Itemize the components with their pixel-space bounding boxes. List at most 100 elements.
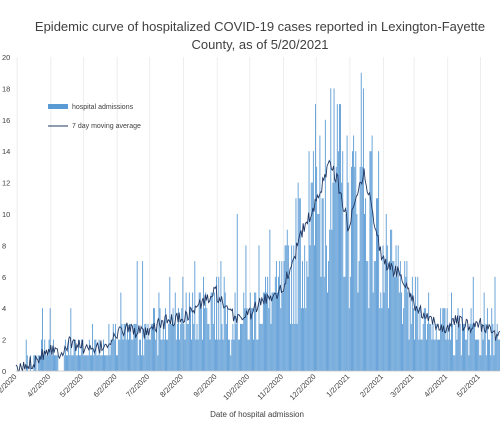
bar xyxy=(267,276,269,371)
bar xyxy=(417,276,419,371)
bar xyxy=(47,355,49,371)
bar xyxy=(471,323,473,371)
y-tick-label: 4 xyxy=(2,304,6,313)
bar xyxy=(451,292,452,371)
bar xyxy=(97,355,99,371)
bar xyxy=(287,245,289,371)
bar xyxy=(463,323,464,371)
bar xyxy=(259,323,261,371)
bar xyxy=(406,261,408,371)
bar xyxy=(325,245,327,371)
bar xyxy=(213,292,215,371)
bar xyxy=(87,355,89,371)
chart-title-line-2: County, as of 5/20/2021 xyxy=(191,37,328,52)
bar xyxy=(185,292,187,371)
bar xyxy=(423,308,425,371)
bar xyxy=(395,245,397,371)
bar xyxy=(495,339,497,371)
bar xyxy=(355,151,357,371)
bar xyxy=(272,292,274,371)
bar xyxy=(178,308,179,371)
bar xyxy=(103,339,104,371)
bar xyxy=(483,292,485,371)
y-tick-label: 18 xyxy=(2,84,10,93)
bar xyxy=(365,198,367,371)
bar xyxy=(340,104,342,371)
bar xyxy=(110,339,112,371)
bar xyxy=(486,308,488,371)
bar xyxy=(105,355,107,371)
bar xyxy=(412,308,414,371)
bar xyxy=(76,355,78,371)
bar xyxy=(364,214,365,371)
bar xyxy=(387,308,389,371)
bar xyxy=(130,323,132,371)
bar xyxy=(263,292,265,371)
bar xyxy=(446,308,448,371)
bar xyxy=(335,166,337,371)
x-axis-label: Date of hospital admission xyxy=(210,410,304,419)
bar xyxy=(37,355,39,371)
bar xyxy=(181,308,183,371)
bar xyxy=(250,308,252,371)
bar xyxy=(210,292,212,371)
bar xyxy=(205,292,207,371)
bar xyxy=(398,292,400,371)
bar xyxy=(422,323,424,371)
y-tick-label: 20 xyxy=(2,53,10,62)
bar xyxy=(334,182,336,371)
bar xyxy=(147,323,149,371)
bar xyxy=(440,308,442,371)
bar xyxy=(497,339,499,371)
bar xyxy=(96,355,98,371)
bar xyxy=(319,135,321,371)
bar xyxy=(347,182,349,371)
bar xyxy=(186,323,188,371)
bar xyxy=(427,323,429,371)
bar xyxy=(308,151,310,371)
bar xyxy=(231,339,233,371)
bar xyxy=(200,308,202,371)
bar xyxy=(407,292,409,371)
bar xyxy=(304,245,306,371)
bar xyxy=(443,308,445,371)
bar xyxy=(366,261,368,371)
bar xyxy=(329,229,331,371)
bar xyxy=(44,339,46,371)
bar xyxy=(119,339,121,371)
bar xyxy=(100,355,102,371)
bar xyxy=(118,339,120,371)
bar xyxy=(160,339,162,371)
bar xyxy=(414,339,415,371)
bar xyxy=(344,276,346,371)
bar xyxy=(291,245,293,371)
bar xyxy=(124,323,126,371)
bar xyxy=(435,323,437,371)
bar xyxy=(223,276,225,371)
bar xyxy=(225,323,227,371)
bar xyxy=(57,355,59,371)
bar xyxy=(232,323,234,371)
bar xyxy=(368,308,370,371)
y-tick-label: 14 xyxy=(2,147,10,156)
bar xyxy=(280,308,282,371)
bar xyxy=(109,355,111,371)
bar xyxy=(374,261,376,371)
bar xyxy=(262,292,264,371)
bar xyxy=(477,339,479,371)
bar xyxy=(107,355,109,371)
bar xyxy=(332,182,334,371)
bar xyxy=(458,323,460,371)
bar xyxy=(341,182,343,371)
bar xyxy=(480,355,482,371)
bar xyxy=(316,166,318,371)
bar xyxy=(269,229,271,371)
bar xyxy=(383,292,385,371)
bar xyxy=(403,308,405,371)
bar xyxy=(246,308,248,371)
bar xyxy=(244,308,246,371)
bar xyxy=(445,339,447,371)
bar xyxy=(247,339,249,371)
bar xyxy=(436,339,438,371)
bar xyxy=(281,261,283,371)
